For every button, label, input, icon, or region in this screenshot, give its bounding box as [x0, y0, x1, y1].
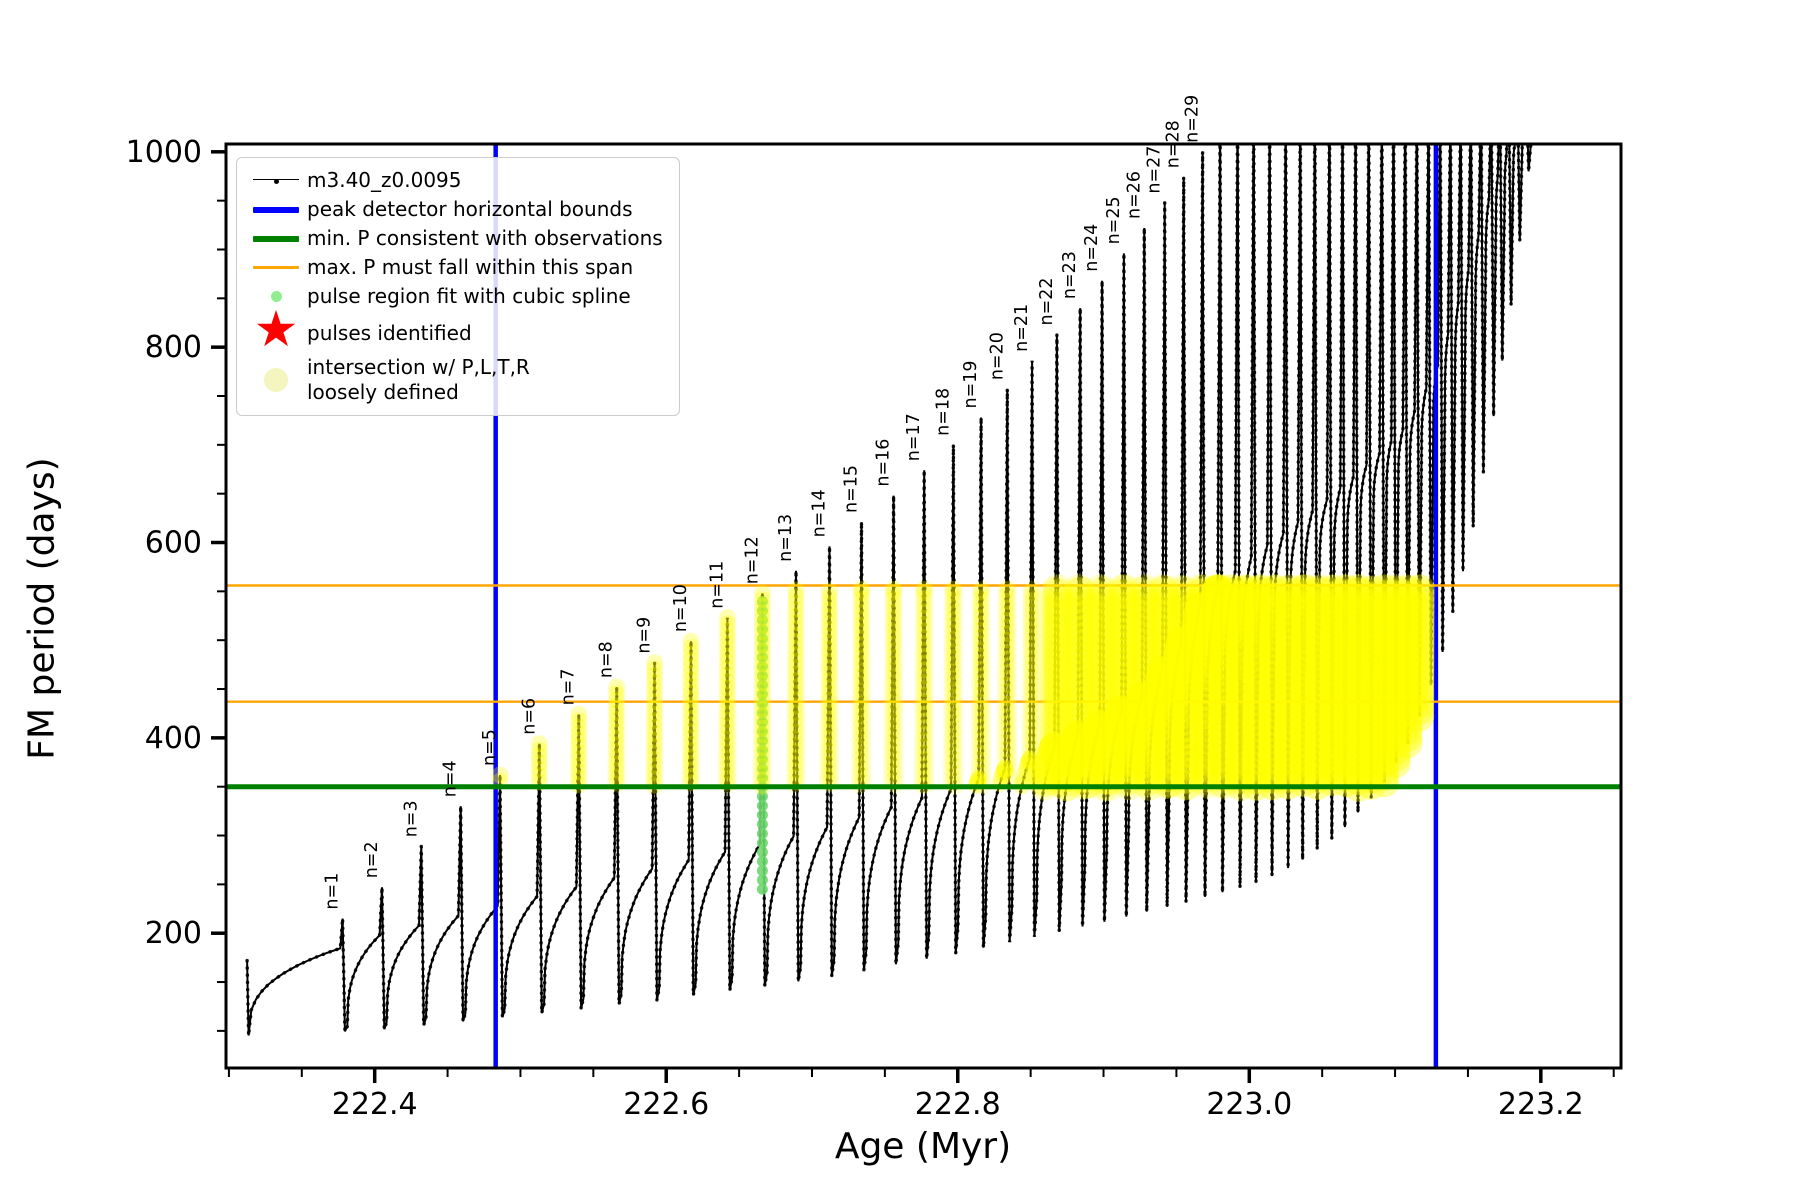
pulse-label-24: n=24	[1082, 224, 1102, 272]
line-with-dot-swatch-icon	[245, 178, 307, 184]
pulse-label-17: n=17	[904, 413, 924, 461]
pulse-label-16: n=16	[874, 439, 894, 487]
legend-item-label: min. P consistent with observations	[307, 226, 663, 250]
legend-item-label: m3.40_z0.0095	[307, 168, 462, 192]
pulse-label-27: n=27	[1145, 146, 1165, 194]
pulse-label-20: n=20	[987, 332, 1007, 380]
y-axis-label: FM period (days)	[21, 457, 63, 760]
pulse-label-26: n=26	[1124, 171, 1144, 219]
pulse-label-8: n=8	[597, 641, 617, 678]
x-axis-label: Age (Myr)	[834, 1126, 1012, 1167]
pulse-label-19: n=19	[961, 360, 981, 408]
intersection-points	[491, 574, 1436, 802]
pulse-label-2: n=2	[362, 841, 382, 878]
pulse-label-29: n=29	[1183, 95, 1203, 143]
legend-item-6: ★ pulses identified	[245, 300, 663, 358]
pulse-label-6: n=6	[519, 698, 539, 735]
pulse-number-labels: n=1 n=2 n=3 n=4 n=5 n=6 n=7 n=8 n=9 n=10 n=11 n=12 n…	[323, 95, 1203, 910]
pulse-label-11: n=11	[707, 561, 727, 609]
legend-item-label: peak detector horizontal bounds	[307, 197, 633, 221]
pulse-label-18: n=18	[933, 388, 953, 436]
pulse-label-15: n=15	[842, 465, 862, 513]
pulse-label-13: n=13	[776, 514, 796, 562]
star-swatch-icon: ★	[253, 300, 299, 358]
thin-line-swatch-icon	[245, 266, 307, 269]
legend-item-label: pulse region fit with cubic spline	[307, 284, 631, 308]
legend-item-label: pulses identified	[307, 320, 472, 345]
y-tick-label: 800	[145, 330, 202, 365]
x-tick-label: 222.4	[332, 1087, 418, 1122]
y-tick-label: 600	[145, 526, 202, 561]
pulse-label-12: n=12	[742, 536, 762, 584]
legend-item-5: pulse region fit with cubic spline	[245, 282, 663, 311]
y-tick-label: 400	[145, 721, 202, 756]
legend-item-1: m3.40_z0.0095	[245, 166, 663, 195]
pulse-label-25: n=25	[1104, 196, 1124, 244]
legend-item-2: peak detector horizontal bounds	[245, 195, 663, 224]
axes-frame: 222.4 222.6 222.8 223.0 223.2 200 400 600 800 100…	[126, 135, 1623, 1122]
pulse-label-7: n=7	[559, 669, 579, 706]
y-tick-label: 200	[145, 916, 202, 951]
pulse-label-5: n=5	[480, 729, 500, 766]
legend-item-label: max. P must fall within this span	[307, 255, 634, 279]
x-tick-label: 223.2	[1498, 1087, 1584, 1122]
thick-line-swatch-icon	[245, 206, 307, 213]
pulse-label-3: n=3	[401, 800, 421, 837]
thick-line-swatch-icon	[245, 235, 307, 242]
legend-item-4: max. P must fall within this span	[245, 253, 663, 282]
x-tick-label: 223.0	[1206, 1087, 1292, 1122]
pulse-label-9: n=9	[635, 617, 655, 654]
pulse-label-21: n=21	[1012, 304, 1032, 352]
pulse-label-10: n=10	[671, 584, 691, 632]
x-tick-label: 222.8	[915, 1087, 1001, 1122]
legend-item-7: intersection w/ P,L,T,R loosely defined	[245, 355, 663, 405]
small-dot-swatch-icon	[245, 291, 307, 302]
y-tick-label: 1000	[126, 135, 202, 170]
pulse-label-14: n=14	[809, 489, 829, 537]
legend-item-3: min. P consistent with observations	[245, 224, 663, 253]
legend-item-label: intersection w/ P,L,T,R loosely defined	[307, 355, 530, 404]
pulse-label-1: n=1	[323, 873, 343, 910]
plot-clip-group	[226, 144, 1621, 1068]
pulse-label-22: n=22	[1037, 277, 1057, 325]
pulse-label-4: n=4	[441, 760, 461, 797]
x-tick-label: 222.6	[623, 1087, 709, 1122]
big-dot-swatch-icon	[245, 368, 307, 392]
pulse-label-23: n=23	[1060, 251, 1080, 299]
